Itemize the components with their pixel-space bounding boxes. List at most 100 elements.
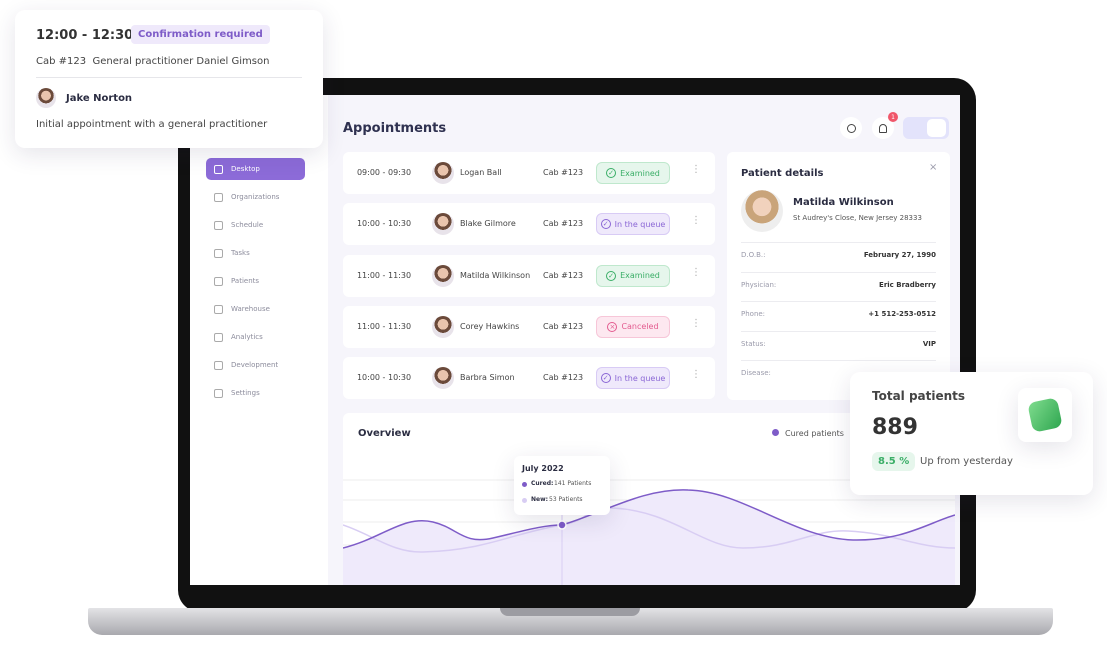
theme-toggle[interactable] — [903, 117, 949, 139]
appointment-popup: 12:00 - 12:30 Confirmation required Cab … — [15, 10, 323, 148]
patient-name: Matilda Wilkinson — [460, 270, 531, 280]
menu-icon — [214, 276, 223, 286]
patient-address: St Audrey's Close, New Jersey 28333 — [793, 214, 922, 222]
menu-item[interactable]: Development — [206, 354, 305, 376]
notification-button[interactable] — [872, 117, 894, 139]
appointment-row: 11:00 - 11:30 Matilda Wilkinson Cab #123 ✓ E… — [343, 254, 715, 297]
status-icon: × — [607, 321, 618, 332]
menu-item[interactable]: Patients — [206, 270, 305, 292]
divider — [741, 360, 936, 361]
page-title: Appointments — [343, 121, 447, 136]
search-button[interactable] — [840, 117, 862, 139]
status-label: Examined — [620, 271, 660, 281]
menu-item[interactable]: Organizations — [206, 186, 305, 208]
menu-label: Schedule — [231, 221, 264, 229]
tooltip-swatch — [522, 482, 527, 487]
status-label: In the queue — [614, 373, 666, 383]
close-button[interactable]: × — [929, 162, 938, 173]
menu-label: Settings — [231, 389, 260, 397]
appointment-time: 11:00 - 11:30 — [356, 270, 412, 280]
menu-item[interactable]: Desktop — [206, 158, 305, 180]
cab-number: Cab #123 — [543, 373, 584, 383]
popup-badge: Confirmation required — [131, 25, 270, 44]
notification-count: 1 — [888, 112, 898, 122]
status-label: In the queue — [614, 219, 666, 229]
menu-label: Organizations — [231, 193, 280, 201]
popup-location: Cab #123 General practitioner Daniel Gim… — [36, 56, 270, 67]
popup-note: Initial appointment with a general pract… — [36, 119, 268, 130]
divider — [36, 77, 302, 78]
menu-item[interactable]: Tasks — [206, 242, 305, 264]
status-icon: ✓ — [600, 373, 611, 384]
laptop-notch — [500, 608, 640, 616]
field-label: Physician: — [741, 280, 777, 289]
menu-icon — [214, 388, 223, 398]
field-value: Eric Bradberry — [879, 280, 936, 289]
patient-photo — [741, 190, 783, 232]
status-label: Canceled — [621, 322, 659, 332]
menu-icon — [214, 304, 223, 314]
patient-name: Logan Ball — [460, 168, 502, 177]
patient-details-panel: Patient details × Matilda Wilkinson St A… — [727, 152, 950, 400]
patient-avatar — [432, 213, 454, 236]
field-value: February 27, 1990 — [863, 251, 936, 259]
status-icon: ✓ — [606, 168, 617, 178]
appointment-row: 10:00 - 10:30 Blake Gilmore Cab #123 ✓ In th… — [343, 203, 715, 246]
popup-time: 12:00 - 12:30 — [36, 28, 134, 43]
menu-item[interactable]: Settings — [206, 382, 305, 404]
menu-item[interactable]: Analytics — [206, 326, 305, 348]
field-label: Disease: — [741, 369, 771, 377]
menu-icon — [214, 220, 223, 230]
patient-name: Corey Hawkins — [460, 321, 520, 331]
appointment-time: 10:00 - 10:30 — [356, 373, 412, 383]
status-pill: ✓ In the queue — [596, 213, 670, 236]
hover-point — [557, 520, 567, 530]
menu-item[interactable]: Warehouse — [206, 298, 305, 320]
panel-title: Patient details — [741, 168, 824, 179]
cab-number: Cab #123 — [543, 219, 584, 229]
menu-label: Tasks — [231, 249, 250, 257]
appointment-time: 10:00 - 10:30 — [356, 219, 412, 229]
overview-title: Overview — [358, 428, 411, 439]
total-patients-card: Total patients 889 8.5 % Up from yesterd… — [850, 372, 1093, 495]
menu-item[interactable]: Schedule — [206, 214, 305, 236]
row-menu[interactable]: ⋮ — [691, 369, 701, 381]
patient-avatar — [432, 315, 454, 338]
divider — [741, 330, 936, 332]
patient-name: Matilda Wilkinson — [793, 197, 894, 208]
new-line — [343, 507, 955, 553]
trend-icon — [1027, 397, 1063, 433]
search-icon — [846, 123, 856, 133]
row-menu[interactable]: ⋮ — [691, 266, 701, 278]
field-label: Phone: — [741, 310, 766, 318]
status-icon: ✓ — [606, 270, 617, 281]
popup-avatar — [36, 88, 56, 108]
status-icon: ✓ — [600, 219, 611, 230]
row-menu[interactable]: ⋮ — [691, 317, 701, 329]
trend-icon-box — [1018, 388, 1072, 442]
total-caption: Up from yesterday — [920, 456, 1013, 467]
menu-label: Warehouse — [231, 305, 270, 313]
menu-icon — [214, 248, 223, 258]
cured-area — [343, 489, 955, 585]
status-label: Examined — [620, 168, 660, 178]
menu-icon — [214, 360, 223, 370]
patient-avatar — [432, 264, 454, 287]
legend-swatch — [772, 429, 779, 436]
popup-patient: Jake Norton — [66, 93, 133, 104]
status-pill: ✓ In the queue — [596, 367, 670, 390]
menu-label: Patients — [231, 277, 260, 285]
menu-icon — [214, 332, 223, 342]
appointment-time: 09:00 - 09:30 — [356, 168, 412, 177]
row-menu[interactable]: ⋮ — [691, 164, 701, 175]
tooltip-new-label: New: — [531, 496, 549, 503]
cab-number: Cab #123 — [543, 321, 584, 331]
divider — [741, 242, 936, 243]
tooltip-cured-label: Cured: — [531, 480, 554, 487]
status-pill: ✓ Examined — [596, 264, 670, 287]
status-pill: ✓ Examined — [596, 162, 670, 184]
appointment-row: 10:00 - 10:30 Barbra Simon Cab #123 ✓ In the… — [343, 357, 715, 400]
row-menu[interactable]: ⋮ — [691, 215, 701, 227]
total-title: Total patients — [872, 389, 966, 403]
